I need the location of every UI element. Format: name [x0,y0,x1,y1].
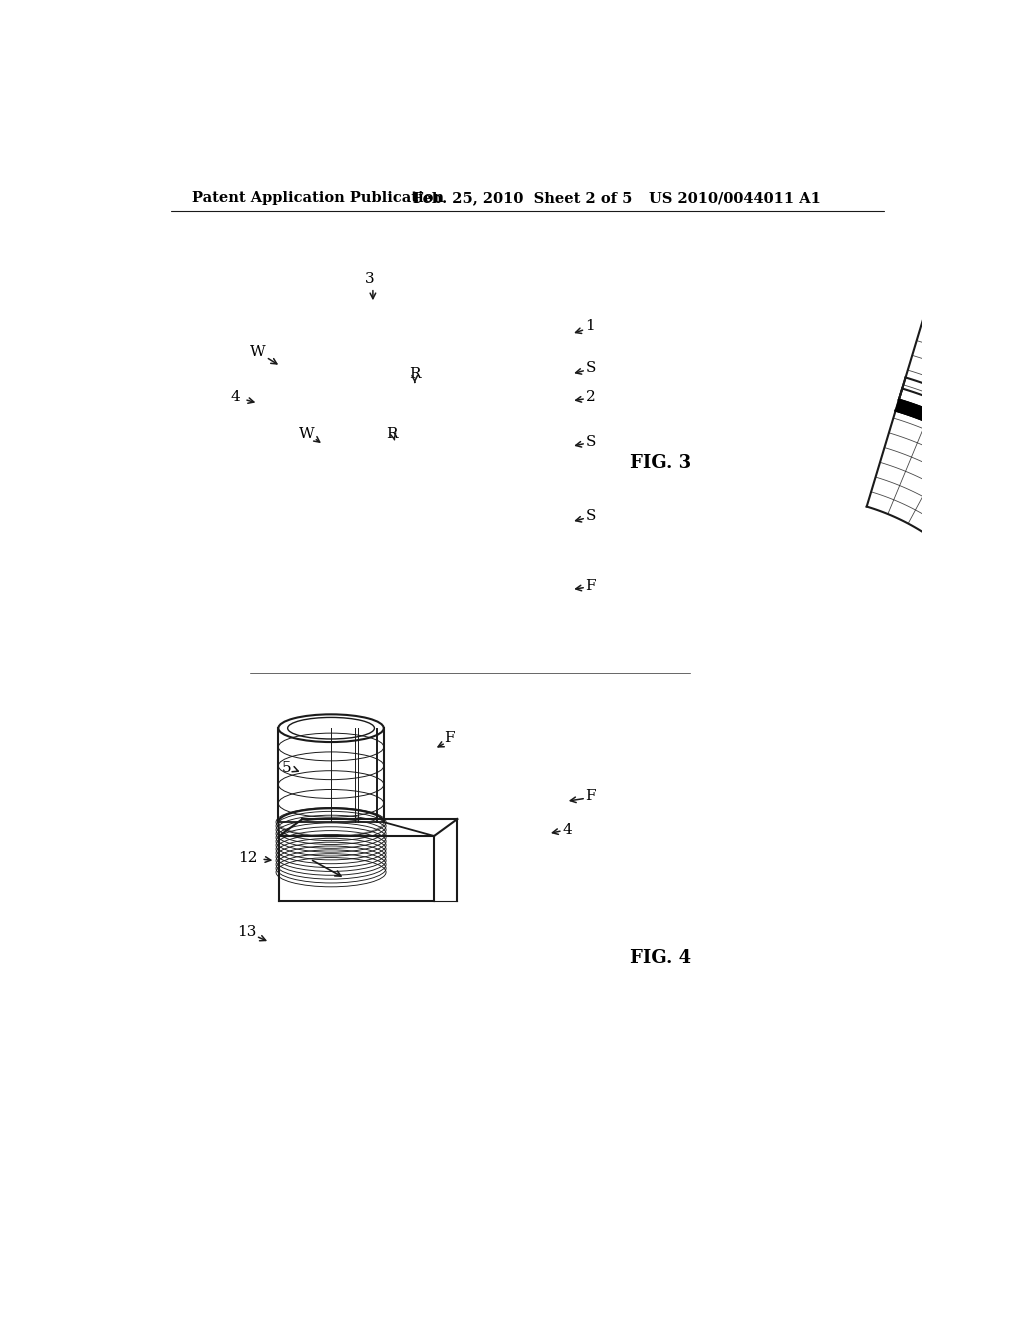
Text: 4: 4 [562,822,572,837]
Text: FIG. 4: FIG. 4 [630,949,691,966]
Text: Feb. 25, 2010  Sheet 2 of 5: Feb. 25, 2010 Sheet 2 of 5 [414,191,633,206]
Text: 4: 4 [230,391,240,404]
Text: F: F [586,578,596,593]
Text: F: F [586,789,596,803]
Text: 1: 1 [585,319,595,333]
Text: W: W [298,428,314,441]
Text: S: S [586,360,596,375]
Text: R: R [386,428,397,441]
Text: 12: 12 [239,850,258,865]
Text: 5: 5 [282,762,292,775]
Polygon shape [896,400,1024,494]
Text: 3: 3 [365,272,375,286]
Text: 13: 13 [237,925,256,940]
Text: R: R [409,367,421,381]
Text: 2: 2 [586,391,596,404]
Text: W: W [250,346,265,359]
Text: Patent Application Publication: Patent Application Publication [191,191,443,206]
Text: FIG. 3: FIG. 3 [630,454,691,471]
Text: F: F [444,731,455,746]
Text: S: S [586,434,596,449]
Text: S: S [586,510,596,524]
Text: US 2010/0044011 A1: US 2010/0044011 A1 [649,191,820,206]
